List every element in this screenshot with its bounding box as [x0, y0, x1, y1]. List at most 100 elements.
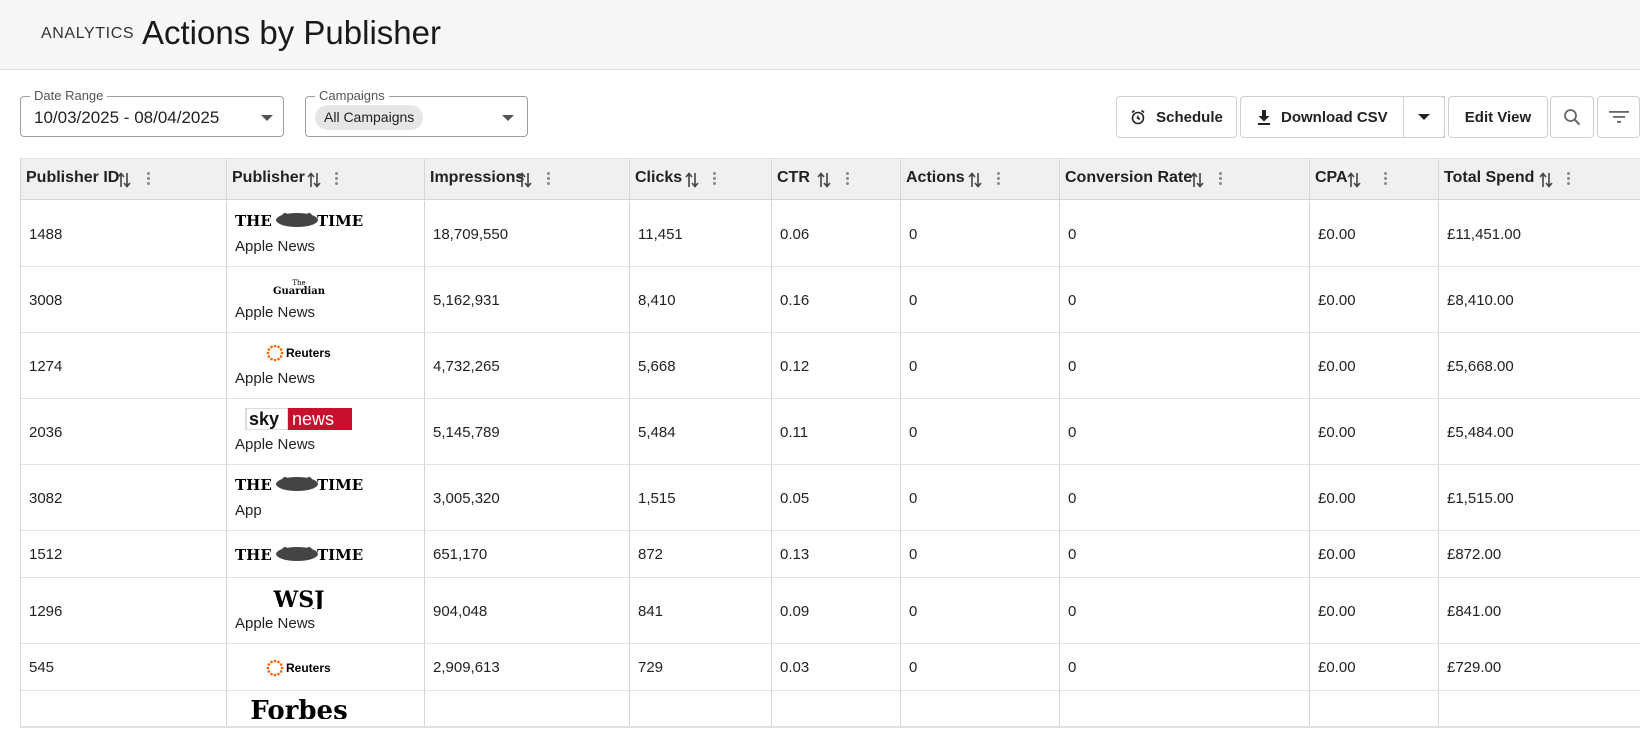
column-menu-icon[interactable]: [335, 171, 339, 187]
sort-icon[interactable]: [817, 172, 831, 188]
reuters-logo: ReutersReuters: [266, 659, 331, 677]
table-row[interactable]: 1512THETIMESTHE TIMES651,1708720.1300£0.…: [21, 531, 1640, 578]
cell-impressions: 4,732,265: [425, 333, 630, 398]
table-row[interactable]: ForbesForbes: [21, 691, 1640, 726]
cell-publisher-id: 545: [21, 644, 227, 690]
cell-actions: 0: [901, 201, 1060, 266]
actions-value: 0: [909, 424, 918, 441]
cell-total-spend: £841.00: [1439, 578, 1640, 643]
download-options-button[interactable]: [1403, 96, 1445, 138]
conversion-rate-value: 0: [1068, 424, 1077, 441]
column-header-label: Actions: [906, 169, 965, 186]
cell-publisher-id: 3008: [21, 267, 227, 332]
search-icon: [1564, 109, 1581, 126]
column-menu-icon[interactable]: [1567, 171, 1571, 187]
column-header-conversion-rate[interactable]: Conversion Rate: [1060, 159, 1310, 200]
cell-total-spend: [1439, 691, 1640, 726]
wsj-logo: WSJWSJ: [272, 587, 324, 609]
column-menu-icon[interactable]: [547, 171, 551, 187]
edit-view-button[interactable]: Edit View: [1448, 96, 1548, 138]
cpa-value: £0.00: [1318, 603, 1356, 620]
table-row[interactable]: 545 ReutersReuters 2,909,613 729 0.03 0 0 £0.00…: [21, 644, 1640, 691]
column-header-ctr[interactable]: CTR: [772, 159, 901, 200]
impressions-value: 651,170: [433, 546, 488, 563]
table-row[interactable]: 3082THETIMESTHE TIMESApp3,005,3201,5150.…: [21, 465, 1640, 531]
search-button[interactable]: [1550, 96, 1594, 138]
the-times-logo: THETIMESTHE TIMES: [235, 476, 363, 494]
sort-icon[interactable]: [1347, 172, 1361, 188]
cell-ctr: 0.12: [772, 333, 901, 398]
filter-button[interactable]: [1597, 96, 1640, 138]
actions-value: 0: [909, 603, 918, 620]
cell-ctr: 0.03: [772, 644, 901, 690]
ctr-value: 0.16: [780, 292, 810, 309]
campaigns-select[interactable]: Campaigns All Campaigns: [305, 88, 528, 137]
column-menu-icon[interactable]: [1219, 171, 1223, 187]
column-menu-icon[interactable]: [846, 171, 850, 187]
cell-total-spend: £1,515.00: [1439, 465, 1640, 530]
ctr-value: 0.03: [780, 659, 810, 676]
cell-cpa: £0.00: [1310, 333, 1439, 398]
cell-ctr: 0.06: [772, 201, 901, 266]
cell-ctr: 0.09: [772, 578, 901, 643]
cell-ctr: 0.13: [772, 531, 901, 577]
clicks-value: 5,484: [638, 424, 676, 441]
table-row[interactable]: 1488THETIMESTHE TIMESApple News18,709,55…: [21, 201, 1640, 267]
cell-conversion-rate: 0: [1060, 644, 1310, 690]
schedule-button[interactable]: Schedule: [1116, 96, 1237, 138]
sort-icon[interactable]: [117, 172, 131, 188]
sort-icon[interactable]: [307, 172, 321, 188]
cell-publisher: ForbesForbes: [227, 691, 425, 726]
table-row[interactable]: 1274 ReutersReuters Apple News 4,732,265 5,6…: [21, 333, 1640, 399]
edit-view-label: Edit View: [1464, 108, 1532, 126]
cell-publisher: ReutersReuters: [227, 644, 425, 690]
svg-text:news: news: [292, 409, 334, 429]
table-row[interactable]: 2036 skynewssky news Apple News 5,145,789 5,…: [21, 399, 1640, 465]
table-row[interactable]: 3008 TheGuardianThe Guardian Apple News 5,1…: [21, 267, 1640, 333]
sort-icon[interactable]: [968, 172, 982, 188]
clicks-value: 11,451: [638, 226, 683, 243]
chevron-down-icon: [261, 115, 273, 121]
sort-icon[interactable]: [1539, 172, 1553, 188]
column-header-actions[interactable]: Actions: [901, 159, 1060, 200]
column-header-cpa[interactable]: CPA: [1310, 159, 1439, 200]
column-menu-icon[interactable]: [1384, 171, 1388, 187]
column-header-publisher-id[interactable]: Publisher ID: [21, 159, 227, 200]
table-row[interactable]: 1296 WSJWSJ Apple News 904,048 841 0.09 0 0 £0.0…: [21, 578, 1640, 644]
download-csv-label: Download CSV: [1281, 108, 1388, 126]
column-header-impressions[interactable]: Impressions: [425, 159, 630, 200]
date-range-legend: Date Range: [30, 88, 108, 104]
cell-impressions: 18,709,550: [425, 201, 630, 266]
conversion-rate-value: 0: [1068, 358, 1077, 375]
column-menu-icon[interactable]: [997, 171, 1001, 187]
svg-text:The: The: [292, 279, 305, 287]
cell-conversion-rate: 0: [1060, 465, 1310, 530]
publisher-id-value: 1274: [29, 358, 63, 375]
column-menu-icon[interactable]: [147, 171, 151, 187]
column-header-clicks[interactable]: Clicks: [630, 159, 772, 200]
cell-publisher: WSJWSJ Apple News: [227, 578, 425, 643]
column-header-label: Conversion Rate: [1065, 169, 1193, 186]
svg-text:THE: THE: [235, 476, 272, 494]
impressions-value: 2,909,613: [433, 659, 500, 676]
column-menu-icon[interactable]: [713, 171, 717, 187]
svg-text:Guardian: Guardian: [273, 286, 326, 297]
cell-conversion-rate: 0: [1060, 267, 1310, 332]
cell-impressions: 904,048: [425, 578, 630, 643]
cell-total-spend: £872.00: [1439, 531, 1640, 577]
column-header-publisher[interactable]: Publisher: [227, 159, 425, 200]
sort-icon[interactable]: [685, 172, 699, 188]
cell-impressions: 5,145,789: [425, 399, 630, 464]
column-header-total-spend[interactable]: Total Spend: [1439, 159, 1640, 200]
cell-clicks: 5,484: [630, 399, 772, 464]
date-range-select[interactable]: Date Range 10/03/2025 - 08/04/2025: [20, 88, 284, 137]
cell-clicks: 5,668: [630, 333, 772, 398]
publisher-platform: Apple News: [235, 238, 316, 255]
cell-cpa: £0.00: [1310, 465, 1439, 530]
svg-text:TIMES: TIMES: [317, 546, 363, 564]
sort-icon[interactable]: [518, 172, 532, 188]
cell-publisher: TheGuardianThe Guardian Apple News: [227, 267, 425, 332]
filter-icon: [1608, 111, 1629, 123]
sort-icon[interactable]: [1190, 172, 1204, 188]
conversion-rate-value: 0: [1068, 226, 1077, 243]
